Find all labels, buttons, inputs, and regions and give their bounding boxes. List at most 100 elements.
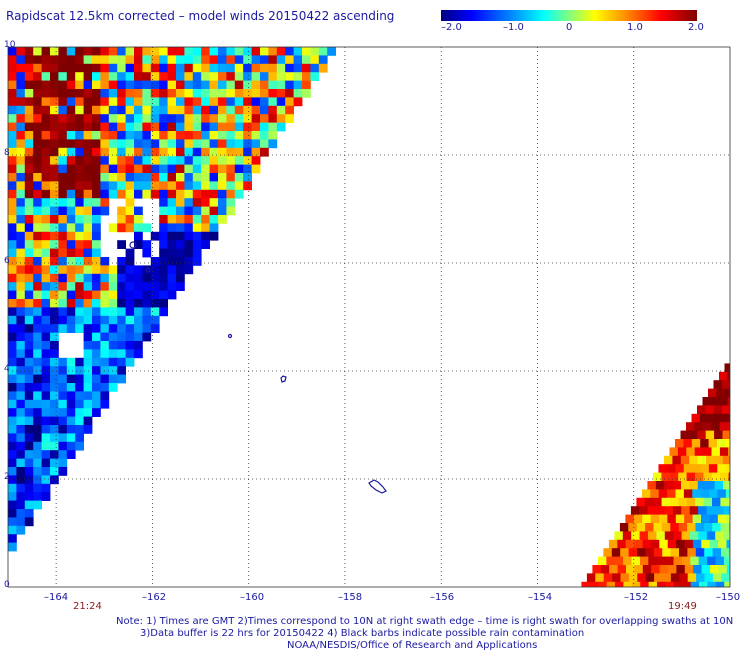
data-cell [134,123,143,132]
data-cell [218,165,227,174]
data-cell [667,515,676,524]
data-cell [16,274,25,283]
data-cell [218,173,227,182]
data-cell [640,582,649,587]
data-cell [100,391,109,400]
data-cell [16,207,25,216]
data-cell [134,291,143,300]
data-cell [50,341,59,350]
data-cell [50,282,59,291]
data-cell [277,72,286,81]
data-cell [653,473,662,482]
data-cell [310,47,319,56]
data-cell [67,375,76,384]
data-cell [8,543,17,552]
data-cell [75,139,84,148]
data-cell [697,431,706,440]
data-cell [704,523,713,532]
data-cell [659,464,668,473]
data-cell [75,123,84,132]
data-cell [703,447,712,456]
data-cell [134,207,143,216]
data-cell [33,173,42,182]
data-cell [134,282,143,291]
data-cell [67,400,76,409]
data-cell [277,47,286,56]
data-cell [184,240,193,249]
data-cell [8,400,17,409]
data-cell [50,333,59,342]
data-cell [8,81,17,90]
data-cell [84,341,93,350]
data-cell [67,240,76,249]
data-cell [75,156,84,165]
data-cell [715,506,724,515]
data-cell [302,47,311,56]
data-cell [142,131,151,140]
data-cell [623,557,632,566]
data-cell [142,148,151,157]
data-cell [725,389,730,398]
data-cell [92,139,101,148]
data-cell [632,557,641,566]
data-cell [8,492,17,501]
data-cell [42,400,51,409]
data-cell [210,47,219,56]
data-cell [226,156,235,165]
data-cell [184,97,193,106]
data-cell [678,447,687,456]
data-cell [25,249,34,258]
data-cell [651,540,660,549]
data-cell [176,240,185,249]
data-cell [33,156,42,165]
data-cell [33,307,42,316]
data-cell [587,573,596,582]
data-cell [25,433,34,442]
data-cell [25,517,34,526]
data-cell [42,64,51,73]
data-cell [8,215,17,224]
data-cell [201,106,210,115]
data-cell [643,540,652,549]
data-cell [75,181,84,190]
data-cell [25,139,34,148]
data-cell [706,481,715,490]
data-cell [84,324,93,333]
data-cell [92,391,101,400]
data-cell [16,190,25,199]
data-cell [648,531,657,540]
data-cell [16,139,25,148]
data-cell [168,64,177,73]
data-cell [25,475,34,484]
data-cell [708,389,717,398]
data-cell [50,366,59,375]
data-cell [142,123,151,132]
data-cell [42,282,51,291]
data-cell [218,55,227,64]
data-cell [117,156,126,165]
data-cell [33,274,42,283]
data-cell [193,181,202,190]
data-cell [8,425,17,434]
data-cell [201,55,210,64]
data-cell [67,291,76,300]
data-cell [701,515,710,524]
data-cell [685,540,694,549]
data-cell [33,47,42,56]
data-cell [184,190,193,199]
data-cell [50,324,59,333]
data-cell [706,456,715,465]
data-cell [226,198,235,207]
data-cell [701,540,710,549]
data-cell [218,198,227,207]
data-cell [193,97,202,106]
data-cell [210,114,219,123]
data-cell [92,291,101,300]
data-cell [210,72,219,81]
data-cell [84,114,93,123]
data-cell [100,400,109,409]
data-cell [58,114,67,123]
data-cell [33,316,42,325]
data-cell [676,489,685,498]
data-cell [193,131,202,140]
